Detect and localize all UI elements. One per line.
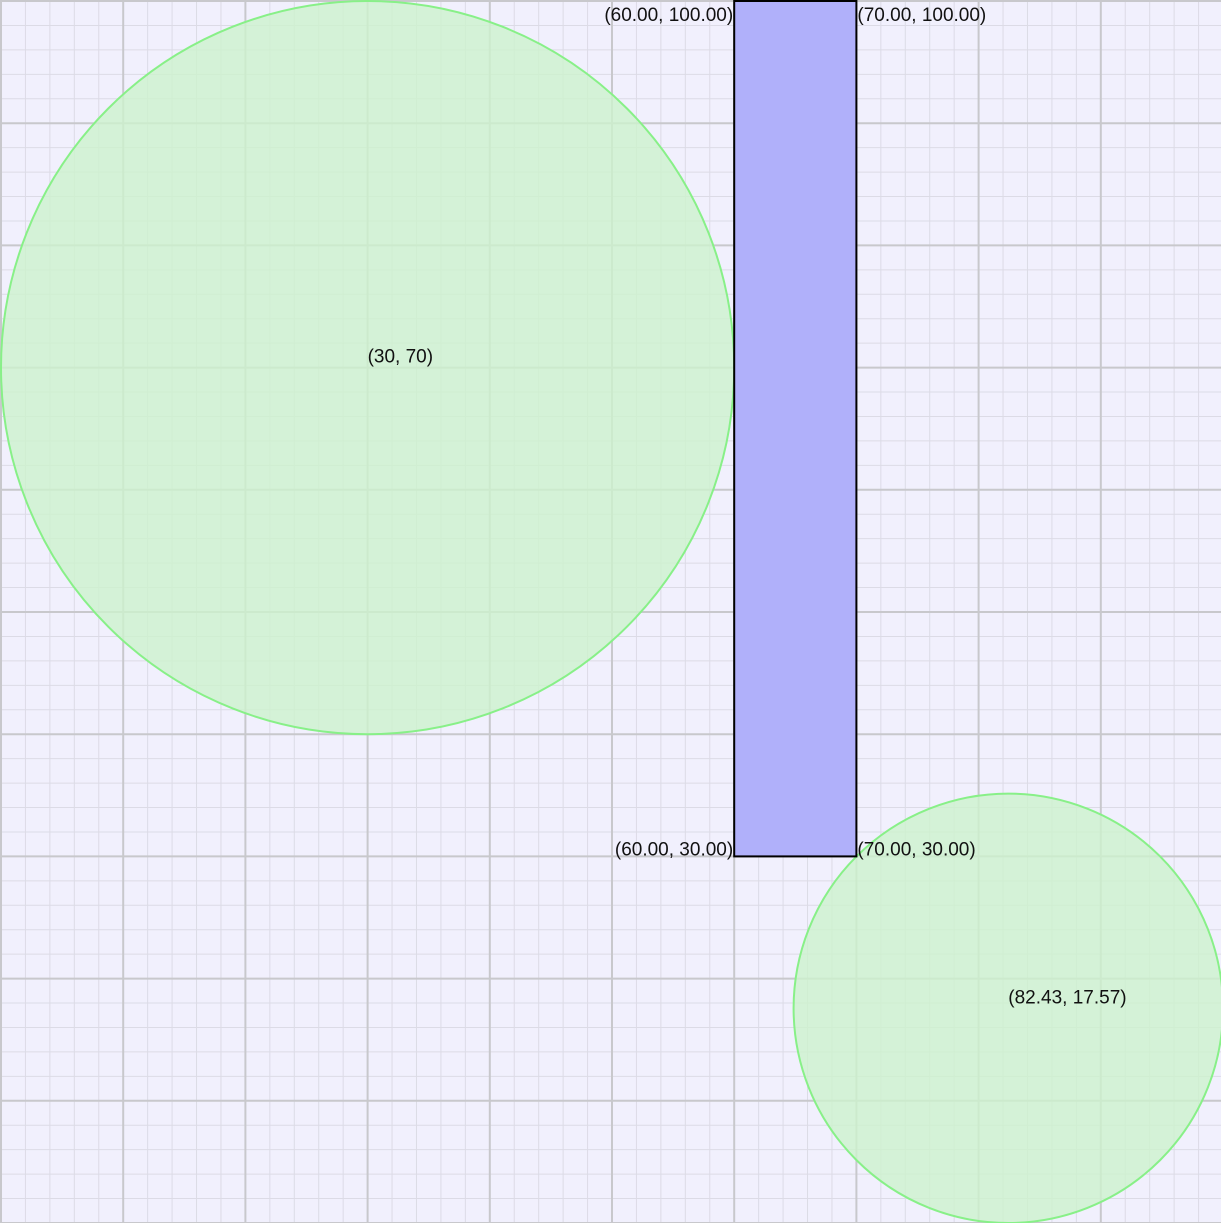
rectangle-top-right-label: (70.00, 100.00) (857, 5, 986, 26)
rectangle-top-left-label: (60.00, 100.00) (604, 5, 733, 26)
small-circle (792, 792, 1221, 1223)
rectangle-bottom-left-label: (60.00, 30.00) (615, 839, 733, 860)
large-circle-center-label: (30, 70) (368, 347, 433, 368)
rectangle-bottom-right-label: (70.00, 30.00) (857, 839, 975, 860)
small-circle-center-label: (82.43, 17.57) (1008, 987, 1126, 1008)
rectangle-shape (733, 0, 858, 858)
